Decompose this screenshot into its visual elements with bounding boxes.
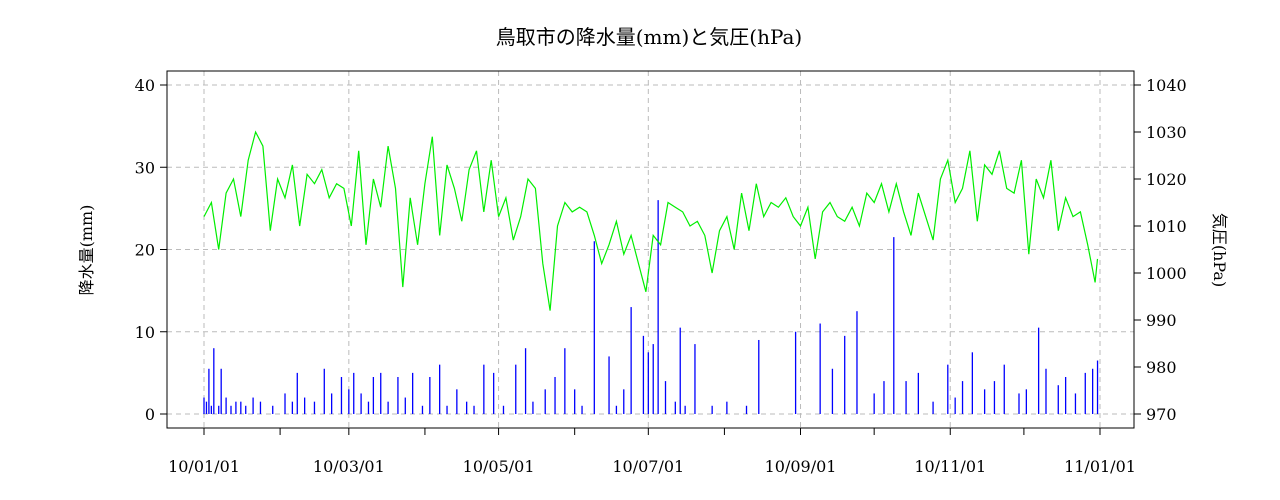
left-y-tick-label: 0 xyxy=(145,405,155,424)
left-y-axis-label: 降水量(mm) xyxy=(77,205,96,296)
precipitation-bars xyxy=(203,200,1099,414)
right-y-tick-label: 1030 xyxy=(1146,123,1187,142)
x-tick-label: 11/01/01 xyxy=(1064,457,1136,476)
x-axis: 10/01/01 10/03/01 10/05/01 10/07/01 10/09/01… xyxy=(168,428,1136,476)
chart-title: 鳥取市の降水量(mm)と気圧(hPa) xyxy=(496,25,803,49)
left-y-tick-label: 20 xyxy=(135,241,155,260)
x-tick-label: 10/05/01 xyxy=(463,457,535,476)
right-y-tick-label: 980 xyxy=(1146,358,1177,377)
right-y-tick-label: 970 xyxy=(1146,405,1177,424)
grid-lines xyxy=(167,71,1134,428)
x-tick-label: 10/03/01 xyxy=(313,457,385,476)
x-tick-label: 10/09/01 xyxy=(765,457,837,476)
left-y-tick-label: 40 xyxy=(135,76,155,95)
right-y-tick-label: 1040 xyxy=(1146,76,1187,95)
pressure-series-line xyxy=(203,130,1099,311)
right-y-tick-label: 1010 xyxy=(1146,217,1187,236)
right-y-tick-label: 1020 xyxy=(1146,170,1187,189)
pressure-line xyxy=(203,130,1099,311)
x-tick-label: 10/01/01 xyxy=(168,457,240,476)
right-y-axis-label: 気圧(hPa) xyxy=(1210,213,1229,287)
left-y-tick-label: 30 xyxy=(135,158,155,177)
left-y-tick-label: 10 xyxy=(135,323,155,342)
right-y-tick-label: 1000 xyxy=(1146,264,1187,283)
right-y-axis: 970 980 990 1000 1010 1020 1030 1040 xyxy=(1134,76,1187,424)
x-tick-label: 10/07/01 xyxy=(612,457,684,476)
right-y-tick-label: 990 xyxy=(1146,311,1177,330)
x-tick-label: 10/11/01 xyxy=(914,457,986,476)
left-y-axis: 0 10 20 30 40 xyxy=(135,76,167,424)
